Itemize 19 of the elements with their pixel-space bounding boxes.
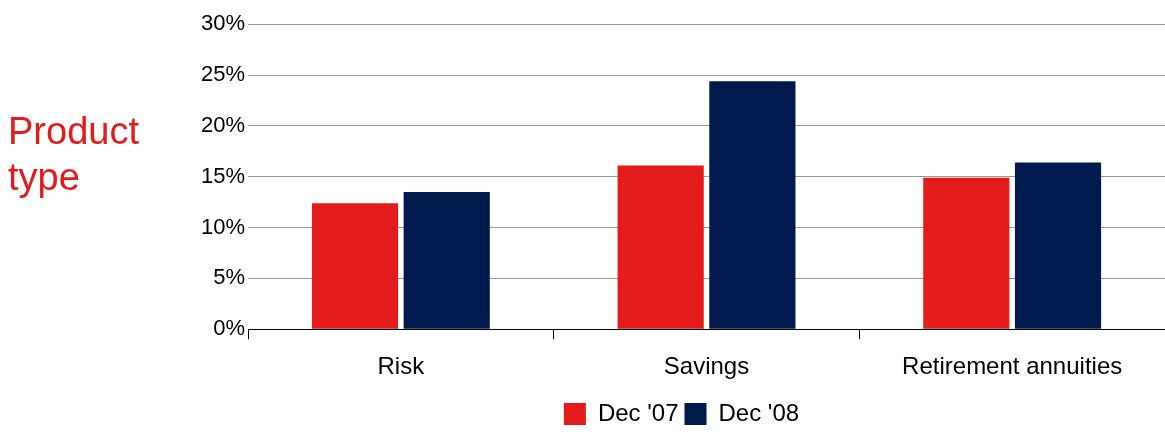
- bar: [923, 177, 1010, 329]
- bar: [403, 191, 490, 329]
- bar: [617, 165, 704, 329]
- y-tick-label: 5%: [213, 264, 246, 290]
- bar: [709, 81, 796, 329]
- y-tick-label: 30%: [200, 10, 246, 36]
- x-tick-label: Savings: [663, 352, 750, 380]
- y-tick-label: 15%: [200, 162, 246, 188]
- legend-label: Dec '08: [718, 398, 800, 426]
- y-tick-label: 25%: [200, 61, 246, 87]
- y-axis-title: Product type: [8, 109, 140, 200]
- legend-label: Dec '07: [597, 398, 679, 426]
- bar: [311, 203, 399, 329]
- x-tick-label: Retirement annuities: [902, 352, 1123, 380]
- y-tick-label: 0%: [213, 315, 246, 341]
- y-tick-label: 20%: [200, 111, 246, 137]
- y-tick-label: 10%: [200, 213, 246, 239]
- x-tick-label: Risk: [377, 352, 426, 380]
- bar: [1014, 162, 1102, 329]
